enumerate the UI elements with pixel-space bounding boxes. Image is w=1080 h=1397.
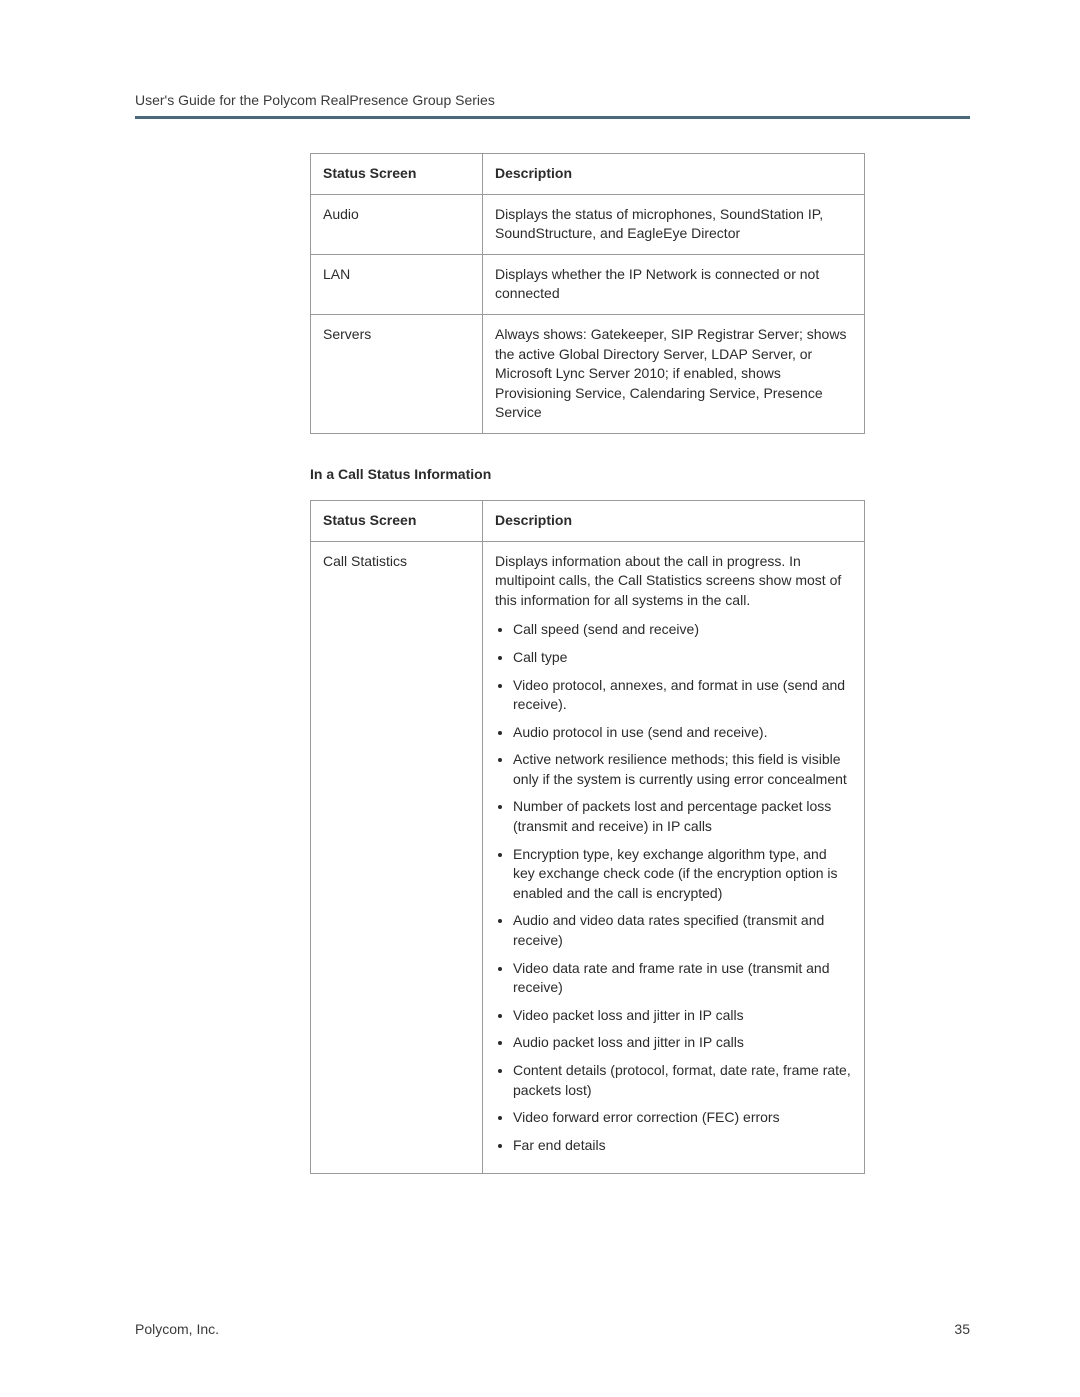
section-heading-in-call: In a Call Status Information [310,466,865,482]
cell-description: Always shows: Gatekeeper, SIP Registrar … [483,314,865,433]
list-item: Encryption type, key exchange algorithm … [513,845,852,904]
col-header-status-screen: Status Screen [311,154,483,195]
list-item: Audio and video data rates specified (tr… [513,911,852,950]
page-header-title: User's Guide for the Polycom RealPresenc… [135,92,970,108]
col-header-status-screen: Status Screen [311,500,483,541]
table-header-row: Status Screen Description [311,154,865,195]
cell-status-screen: Audio [311,194,483,254]
list-item: Far end details [513,1136,852,1156]
cell-status-screen: LAN [311,254,483,314]
status-table-1: Status Screen Description Audio Displays… [310,153,865,434]
col-header-description: Description [483,154,865,195]
list-item: Audio protocol in use (send and receive)… [513,723,852,743]
table-row: Servers Always shows: Gatekeeper, SIP Re… [311,314,865,433]
list-item: Number of packets lost and percentage pa… [513,797,852,836]
list-item: Video packet loss and jitter in IP calls [513,1006,852,1026]
table-row: Audio Displays the status of microphones… [311,194,865,254]
list-item: Video protocol, annexes, and format in u… [513,676,852,715]
list-item: Audio packet loss and jitter in IP calls [513,1033,852,1053]
list-item: Call speed (send and receive) [513,620,852,640]
footer-company: Polycom, Inc. [135,1321,219,1337]
header-rule [135,116,970,119]
list-item: Video data rate and frame rate in use (t… [513,959,852,998]
col-header-description: Description [483,500,865,541]
cell-description: Displays the status of microphones, Soun… [483,194,865,254]
cell-description: Displays whether the IP Network is conne… [483,254,865,314]
content-area: Status Screen Description Audio Displays… [310,153,865,1174]
call-statistics-bullets: Call speed (send and receive) Call type … [495,620,852,1155]
list-item: Content details (protocol, format, date … [513,1061,852,1100]
page-footer: Polycom, Inc. 35 [135,1321,970,1337]
cell-status-screen: Call Statistics [311,541,483,1174]
table-row: LAN Displays whether the IP Network is c… [311,254,865,314]
status-table-2: Status Screen Description Call Statistic… [310,500,865,1174]
cell-status-screen: Servers [311,314,483,433]
list-item: Active network resilience methods; this … [513,750,852,789]
page: User's Guide for the Polycom RealPresenc… [0,0,1080,1397]
cell-description: Displays information about the call in p… [483,541,865,1174]
table-header-row: Status Screen Description [311,500,865,541]
list-item: Call type [513,648,852,668]
call-statistics-intro: Displays information about the call in p… [495,552,852,611]
footer-page-number: 35 [954,1321,970,1337]
list-item: Video forward error correction (FEC) err… [513,1108,852,1128]
table-row: Call Statistics Displays information abo… [311,541,865,1174]
